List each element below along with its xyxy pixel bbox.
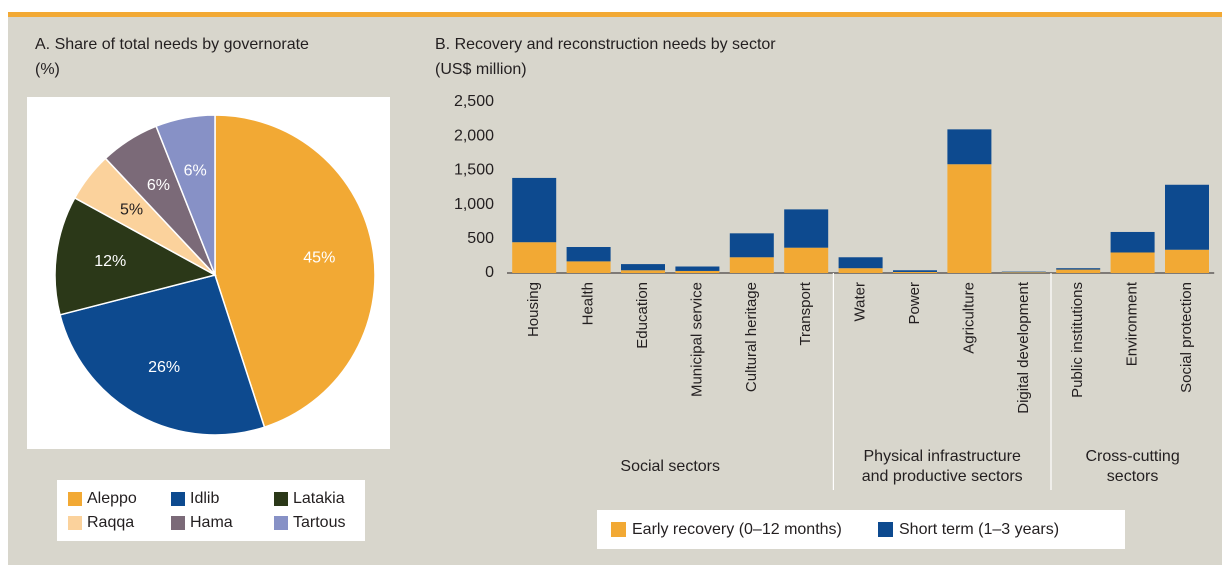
bar-segment: [784, 247, 829, 273]
legend-label: Early recovery (0–12 months): [632, 521, 842, 538]
x-tick-label: Public institutions: [1069, 282, 1086, 398]
legend-swatch: [274, 516, 288, 530]
legend-swatch: [611, 522, 626, 537]
bar-segment: [1165, 249, 1209, 273]
y-tick-label: 0: [485, 264, 494, 281]
bar-segment: [621, 270, 665, 273]
bar-segment: [675, 266, 720, 271]
top-rule: [8, 12, 1222, 17]
x-tick-label: Cultural heritage: [743, 282, 760, 392]
legend-swatch: [171, 516, 185, 530]
bar-segment: [838, 257, 883, 269]
legend-swatch: [68, 492, 82, 506]
x-tick-label: Health: [580, 282, 597, 325]
legend-label: Short term (1–3 years): [899, 521, 1059, 538]
group-label: sectors: [1107, 468, 1159, 485]
legend-label: Latakia: [293, 490, 345, 507]
legend-label: Raqqa: [87, 514, 134, 531]
legend-label: Hama: [190, 514, 233, 531]
legend-swatch: [68, 516, 82, 530]
pie-legend-box: [57, 480, 365, 541]
x-tick-label: Power: [906, 282, 923, 325]
bar-legend-box: [597, 510, 1125, 549]
bar-segment: [566, 261, 611, 273]
pie-title: A. Share of total needs by governorate: [35, 36, 309, 53]
x-tick-label: Municipal service: [688, 282, 705, 397]
slice-label: 6%: [184, 162, 207, 179]
slice-label: 45%: [303, 250, 335, 267]
x-tick-label: Agriculture: [960, 282, 977, 354]
bar-subtitle: (US$ million): [435, 61, 527, 78]
group-label: and productive sectors: [862, 468, 1023, 485]
slice-label: 12%: [94, 253, 126, 270]
x-tick-label: Water: [852, 282, 869, 321]
group-label: Social sectors: [620, 458, 720, 475]
y-tick-label: 1,500: [454, 162, 494, 179]
slice-label: 5%: [120, 201, 143, 218]
group-label: Physical infrastructure: [864, 448, 1021, 465]
bar-segment: [512, 177, 557, 243]
bar-segment: [1110, 252, 1155, 273]
x-tick-label: Housing: [525, 282, 542, 337]
bar-segment: [566, 247, 611, 262]
bar-segment: [947, 164, 992, 273]
bar-segment: [784, 209, 829, 248]
bar-segment: [621, 264, 665, 271]
bar-segment: [729, 257, 774, 273]
legend-label: Tartous: [293, 514, 345, 531]
legend-swatch: [274, 492, 288, 506]
group-label: Cross-cutting: [1085, 448, 1179, 465]
bar-segment: [838, 268, 883, 273]
pie-subtitle: (%): [35, 61, 60, 78]
pie-slice: [155, 114, 216, 276]
bar-segment: [1165, 184, 1209, 250]
x-tick-label: Environment: [1124, 281, 1141, 366]
y-tick-label: 2,500: [454, 93, 494, 110]
bar-title: B. Recovery and reconstruction needs by …: [435, 36, 776, 53]
y-tick-label: 500: [467, 230, 494, 247]
legend-label: Aleppo: [87, 490, 137, 507]
bar-segment: [1056, 269, 1101, 273]
y-tick-label: 1,000: [454, 196, 494, 213]
bar-segment: [1056, 268, 1101, 270]
pie-slice: [59, 274, 266, 436]
x-tick-label: Digital development: [1015, 281, 1032, 414]
bar-segment: [893, 270, 937, 272]
bar-segment: [675, 270, 720, 273]
slice-label: 26%: [148, 359, 180, 376]
slice-label: 6%: [147, 177, 170, 194]
x-tick-label: Social protection: [1178, 282, 1195, 393]
pie-slice: [214, 114, 376, 429]
legend-label: Idlib: [190, 490, 219, 507]
bar-segment: [1001, 271, 1046, 273]
bar-segment: [512, 242, 557, 273]
x-tick-label: Transport: [797, 281, 814, 345]
pie-slice: [54, 196, 218, 316]
bar-segment: [1110, 231, 1155, 253]
bar-segment: [947, 129, 992, 165]
bar-segment: [729, 233, 774, 258]
x-tick-label: Education: [634, 282, 651, 349]
bar-segment: [893, 271, 937, 273]
bar-segment: [1001, 272, 1046, 273]
y-tick-label: 2,000: [454, 127, 494, 144]
legend-swatch: [171, 492, 185, 506]
legend-swatch: [878, 522, 893, 537]
